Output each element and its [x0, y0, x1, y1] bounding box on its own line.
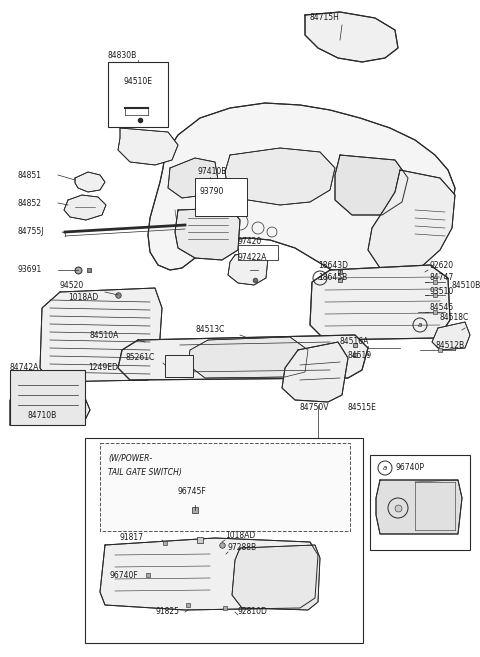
Text: 96745F: 96745F [178, 487, 207, 497]
Text: 84518C: 84518C [440, 313, 469, 323]
Text: 97422A: 97422A [238, 254, 267, 263]
Text: 96740F: 96740F [110, 570, 139, 579]
Text: 96740P: 96740P [395, 463, 424, 472]
Text: TAIL GATE SWITCH): TAIL GATE SWITCH) [108, 468, 182, 478]
Text: 84715H: 84715H [310, 14, 340, 22]
Bar [85, 438, 363, 643]
Text: 93691: 93691 [18, 265, 42, 275]
Text: 84852: 84852 [18, 198, 42, 208]
Text: 97288B: 97288B [228, 543, 257, 553]
Polygon shape [310, 265, 450, 340]
Text: 18643D: 18643D [318, 260, 348, 269]
Text: 84742A: 84742A [10, 363, 39, 373]
Bar [10, 370, 85, 425]
Text: a: a [418, 322, 422, 328]
Text: 1018AD: 1018AD [68, 294, 98, 302]
Polygon shape [100, 538, 318, 610]
Polygon shape [10, 398, 90, 425]
Polygon shape [232, 545, 320, 610]
Bar [238, 245, 278, 260]
Text: 94520: 94520 [60, 281, 84, 290]
Text: a: a [318, 275, 322, 281]
Polygon shape [376, 480, 462, 534]
Polygon shape [75, 172, 105, 192]
Polygon shape [368, 170, 455, 275]
Text: 84510A: 84510A [90, 330, 120, 340]
Polygon shape [148, 103, 455, 283]
Polygon shape [118, 335, 368, 380]
Text: 84830B: 84830B [108, 51, 137, 60]
Polygon shape [335, 155, 408, 215]
Text: 84755J: 84755J [18, 227, 45, 237]
Bar [100, 443, 350, 531]
Text: 84513C: 84513C [195, 325, 224, 334]
Text: 93510: 93510 [430, 288, 454, 296]
Text: a: a [383, 465, 387, 471]
Text: 84515E: 84515E [348, 403, 377, 413]
Text: 1018AD: 1018AD [225, 530, 255, 539]
Polygon shape [228, 250, 268, 285]
Text: (W/POWER-: (W/POWER- [108, 453, 152, 463]
Polygon shape [188, 337, 308, 378]
Bar [195, 178, 247, 216]
Polygon shape [225, 148, 335, 205]
Text: 84516A: 84516A [340, 338, 370, 346]
Polygon shape [40, 288, 162, 382]
Text: 84545: 84545 [430, 304, 454, 313]
Polygon shape [64, 195, 106, 220]
Polygon shape [175, 208, 240, 260]
Text: 18645B: 18645B [318, 273, 347, 283]
Text: 84750V: 84750V [300, 403, 329, 413]
Text: 92620: 92620 [430, 260, 454, 269]
Bar [108, 62, 168, 127]
Polygon shape [118, 128, 178, 165]
Text: 84851: 84851 [18, 171, 42, 179]
Text: 84519: 84519 [348, 350, 372, 359]
Text: 84710B: 84710B [28, 411, 57, 420]
Text: 84512B: 84512B [435, 340, 464, 350]
Text: 91825: 91825 [155, 608, 179, 616]
Text: 97420: 97420 [238, 237, 262, 246]
Polygon shape [168, 158, 218, 198]
Text: 93790: 93790 [200, 187, 224, 196]
Text: 94510E: 94510E [123, 78, 153, 87]
Polygon shape [305, 12, 398, 62]
Text: 97410B: 97410B [198, 168, 228, 177]
Polygon shape [432, 322, 470, 350]
Bar [165, 355, 193, 377]
Text: 84747: 84747 [430, 273, 454, 283]
Text: 85261C: 85261C [125, 353, 154, 363]
Bar [370, 455, 470, 550]
Text: 91817: 91817 [120, 533, 144, 543]
Text: 84510B: 84510B [452, 281, 480, 290]
Text: 92810D: 92810D [238, 608, 268, 616]
Text: 1249ED: 1249ED [88, 363, 118, 373]
Polygon shape [282, 342, 348, 402]
